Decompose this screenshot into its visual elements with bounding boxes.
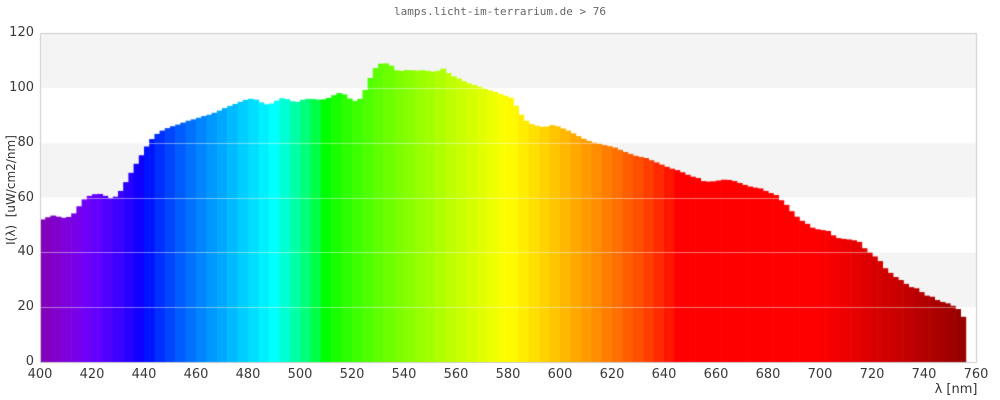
x-tick-label: 420 [79,367,105,382]
x-axis-title: λ [nm] [934,382,978,397]
x-tick-label: 700 [807,367,833,382]
x-tick-label: 740 [911,367,937,382]
x-tick-label: 460 [183,367,209,382]
x-tick-label: 680 [755,367,781,382]
y-tick-label: 60 [17,189,34,205]
x-tick-label: 620 [599,367,625,382]
x-tick-label: 540 [391,367,417,382]
x-tick-label: 400 [27,367,53,382]
x-tick-label: 440 [131,367,157,382]
y-tick-label: 40 [17,244,34,260]
y-tick-label: 120 [9,25,34,40]
x-tick-label: 760 [963,367,989,382]
x-tick-label: 560 [443,367,469,382]
chart-title: lamps.licht-im-terrarium.de > 76 [394,5,606,18]
x-tick-label: 580 [495,367,521,382]
x-tick-label: 520 [339,367,365,382]
y-tick-label: 80 [17,134,34,150]
x-tick-label: 480 [235,367,261,382]
y-tick-label: 20 [17,299,34,315]
x-tick-label: 600 [547,367,573,382]
x-tick-label: 660 [703,367,729,382]
x-tick-label: 500 [287,367,313,382]
y-tick-label: 0 [25,354,34,369]
y-tick-label: 100 [9,79,34,95]
x-tick-label: 640 [651,367,677,382]
x-tick-label: 720 [859,367,885,382]
